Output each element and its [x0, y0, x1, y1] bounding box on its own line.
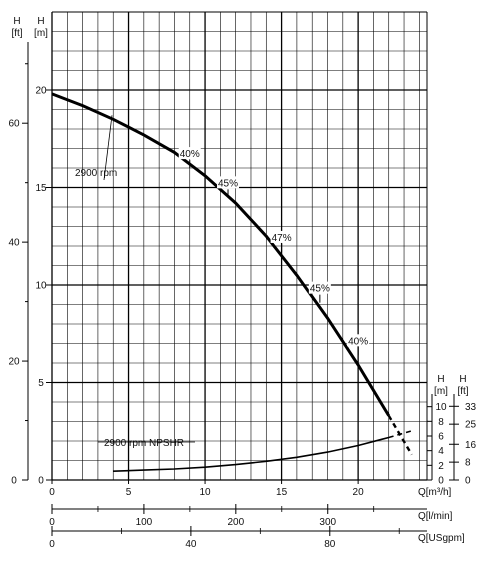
series-dashed-extension: [387, 414, 413, 456]
y-tick-label-h-m: 0: [38, 476, 44, 487]
y-tick-label-h-ft: 40: [8, 238, 20, 249]
grid: [51, 11, 428, 481]
efficiency-label-bg: [270, 230, 293, 243]
y-tick-label-npshr-m: 0: [438, 476, 444, 487]
series-label-leader: [103, 115, 113, 181]
y-tick-label-npshr-ft: 16: [465, 440, 477, 451]
series-dashed-extension: [388, 430, 412, 439]
x-tick-label-q-m3h: 15: [276, 487, 288, 498]
labels: 2900 rpm 2900 rpm NPSHR 40% 45% 47% 45% 40%: [75, 115, 370, 449]
x-axis-q-m3h-label: Q[m³/h]: [418, 487, 452, 498]
y-tick-label-h-ft: 60: [8, 119, 20, 130]
x-tick-label-q_usgpm: 80: [324, 539, 336, 550]
x-tick-label-q-m3h: 5: [126, 487, 132, 498]
y-tick-label-npshr-m: 2: [438, 461, 444, 472]
left-axis-h-ft-label-1: H: [13, 16, 20, 27]
x-tick-label-q-m3h: 20: [353, 487, 365, 498]
x-tick-label-q_lmin: 300: [319, 517, 336, 528]
y-tick-label-h-m: 20: [35, 86, 47, 97]
right-axis-npshr-ft-label-2: [ft]: [457, 386, 468, 397]
right-axis-npshr-m-label-2: [m]: [434, 386, 448, 397]
y-tick-label-npshr-m: 10: [435, 402, 447, 413]
x-tick-label-q_usgpm: 40: [185, 539, 197, 550]
series-line-npshr-2900rpm: [113, 436, 389, 472]
y-tick-label-npshr-ft: 8: [465, 458, 471, 469]
left-axis-h-ft-label-2: [ft]: [11, 28, 22, 39]
y-tick-label-h-m: 10: [35, 281, 47, 292]
right-axis-npshr-m-label-1: H: [437, 374, 444, 385]
y-tick-label-npshr-m: 8: [438, 417, 444, 428]
series-label-npshr: 2900 rpm NPSHR: [104, 438, 184, 449]
left-axis-h-m-label-1: H: [37, 16, 44, 27]
x-tick-label-q_usgpm: 0: [49, 539, 55, 550]
y-tick-label-npshr-m: 4: [438, 446, 444, 457]
efficiency-label: 45%: [310, 284, 330, 295]
series-label-head: 2900 rpm: [75, 168, 117, 179]
efficiency-label: 47%: [272, 233, 292, 244]
y-tick-label-h-ft: 20: [8, 357, 20, 368]
y-tick-label-h-m: 15: [35, 183, 47, 194]
y-tick-label-npshr-m: 6: [438, 432, 444, 443]
efficiency-label-bg: [308, 281, 331, 294]
y-tick-label-npshr-ft: 33: [465, 402, 477, 413]
left-axis-h-m-label-2: [m]: [34, 28, 48, 39]
efficiency-label-bg: [178, 147, 201, 160]
efficiency-label: 45%: [218, 178, 238, 189]
y-tick-label-npshr-ft: 0: [465, 476, 471, 487]
efficiency-label-bg: [347, 334, 370, 347]
y-tick-label-h-ft: 0: [11, 476, 17, 487]
series: [51, 92, 413, 472]
efficiency-label-bg: [217, 176, 240, 189]
efficiency-label: 40%: [180, 149, 200, 160]
x-tick-label-q-m3h: 10: [199, 487, 211, 498]
x-axis-q-lmin-label: Q[l/min]: [418, 511, 453, 522]
y-tick-label-h-m: 5: [38, 378, 44, 389]
x-axis-q-usgpm-label: Q[USgpm]: [418, 533, 465, 544]
x-tick-label-q_lmin: 0: [49, 517, 55, 528]
x-tick-label-q_lmin: 200: [227, 517, 244, 528]
x-tick-label-q-m3h: 0: [49, 487, 55, 498]
series-line-head-2900rpm: [51, 92, 390, 417]
y-tick-label-npshr-ft: 25: [465, 420, 477, 431]
x-tick-label-q_lmin: 100: [136, 517, 153, 528]
right-axis-npshr-ft-label-1: H: [459, 374, 466, 385]
efficiency-label: 40%: [348, 336, 368, 347]
